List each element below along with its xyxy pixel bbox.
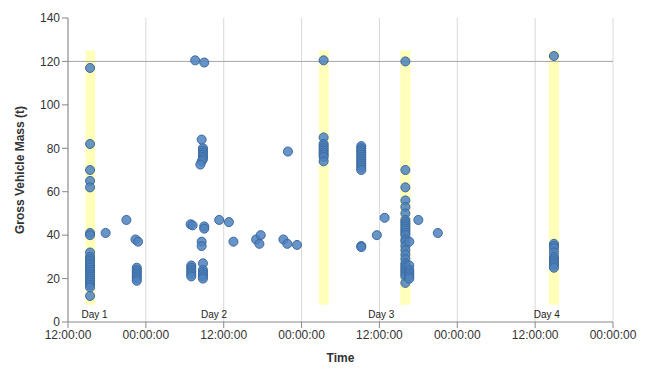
svg-text:Day 1: Day 1 <box>82 309 109 320</box>
svg-text:Day 2: Day 2 <box>201 309 228 320</box>
svg-text:100: 100 <box>40 98 60 112</box>
svg-text:Day 3: Day 3 <box>368 309 395 320</box>
svg-text:40: 40 <box>47 228 61 242</box>
svg-text:Gross Vehicle Mass (t): Gross Vehicle Mass (t) <box>13 106 27 234</box>
svg-text:80: 80 <box>47 142 61 156</box>
svg-text:00:00:00: 00:00:00 <box>122 328 169 342</box>
svg-text:20: 20 <box>47 272 61 286</box>
svg-text:12:00:00: 12:00:00 <box>200 328 247 342</box>
svg-text:00:00:00: 00:00:00 <box>434 328 481 342</box>
svg-text:Time: Time <box>327 351 355 365</box>
svg-text:00:00:00: 00:00:00 <box>590 328 637 342</box>
svg-text:00:00:00: 00:00:00 <box>278 328 325 342</box>
svg-text:12:00:00: 12:00:00 <box>356 328 403 342</box>
svg-text:Day 4: Day 4 <box>534 309 561 320</box>
svg-text:0: 0 <box>53 315 60 329</box>
svg-text:120: 120 <box>40 55 60 69</box>
svg-text:12:00:00: 12:00:00 <box>45 328 92 342</box>
svg-text:140: 140 <box>40 11 60 25</box>
svg-text:12:00:00: 12:00:00 <box>512 328 559 342</box>
svg-text:60: 60 <box>47 185 61 199</box>
